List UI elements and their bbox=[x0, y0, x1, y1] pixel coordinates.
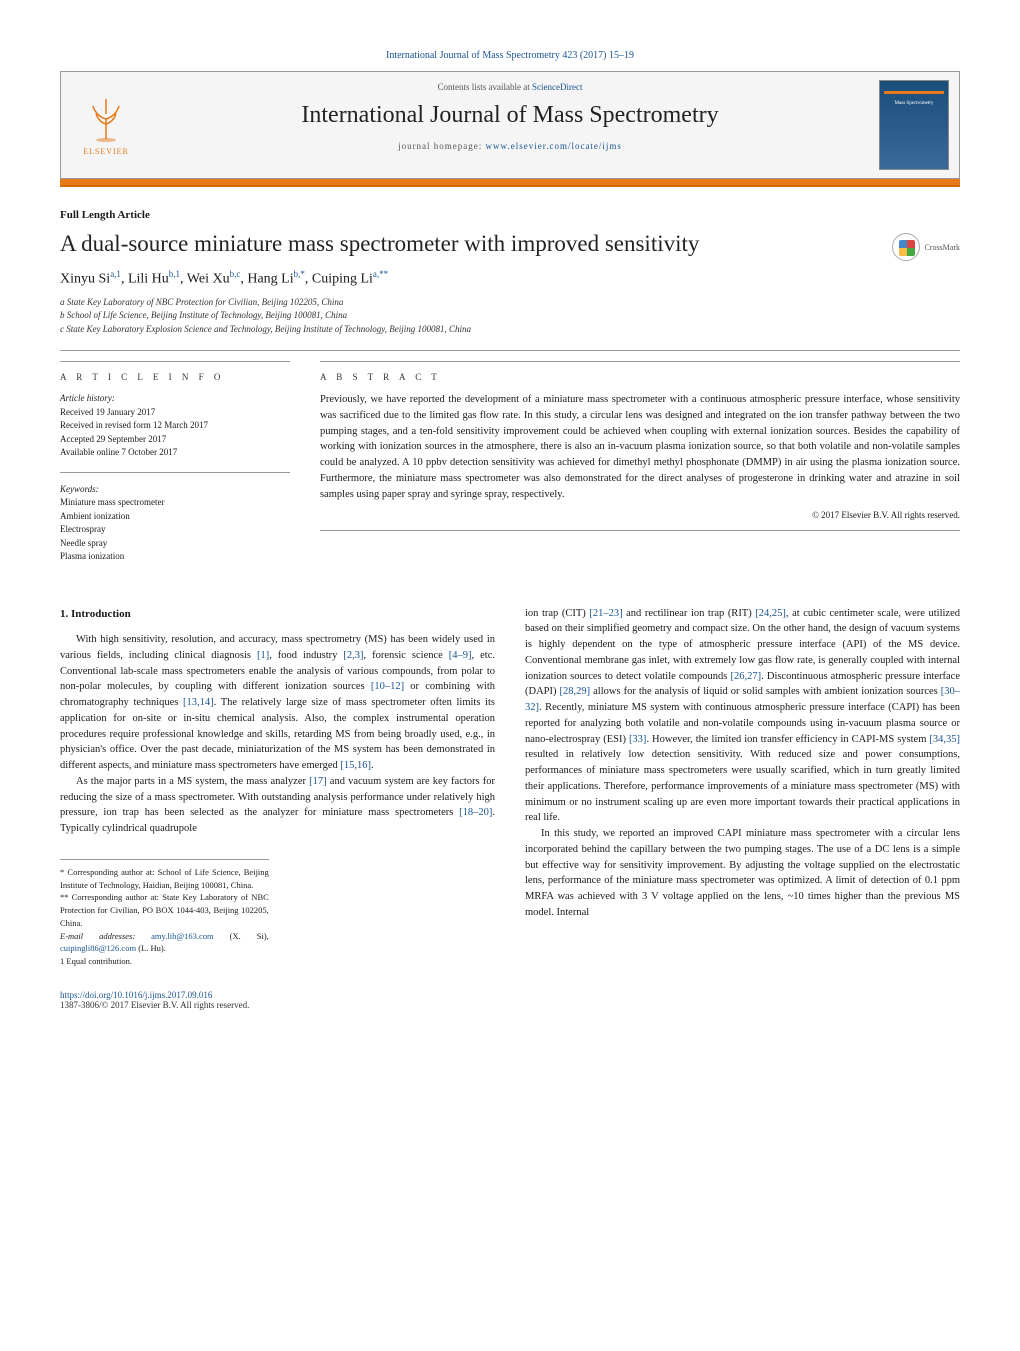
journal-header: ELSEVIER Contents lists available at Sci… bbox=[60, 71, 960, 179]
journal-reference: International Journal of Mass Spectromet… bbox=[60, 50, 960, 61]
abstract-heading: a b s t r a c t bbox=[320, 372, 960, 382]
divider bbox=[60, 472, 290, 473]
author-sup: b,c bbox=[230, 269, 241, 279]
contents-prefix: Contents lists available at bbox=[438, 82, 532, 92]
ref-link[interactable]: [21–23] bbox=[589, 608, 622, 619]
ref-link[interactable]: [34,35] bbox=[929, 734, 960, 745]
history-item: Received in revised form 12 March 2017 bbox=[60, 419, 290, 433]
ref-link[interactable]: [28,29] bbox=[560, 686, 591, 697]
journal-title: International Journal of Mass Spectromet… bbox=[159, 102, 861, 129]
author-name: Xinyu Si bbox=[60, 272, 110, 287]
body-left-column: 1. Introduction With high sensitivity, r… bbox=[60, 606, 495, 968]
ref-link[interactable]: [30–32] bbox=[525, 686, 960, 713]
elsevier-tree-icon bbox=[81, 94, 131, 144]
affiliation-c: c State Key Laboratory Explosion Science… bbox=[60, 323, 960, 337]
corr-author-2: ** Corresponding author at: State Key La… bbox=[60, 891, 269, 929]
ref-link[interactable]: [2,3] bbox=[343, 650, 363, 661]
ref-link[interactable]: [4–9] bbox=[449, 650, 472, 661]
author-name: Hang Li bbox=[247, 272, 293, 287]
footnotes: * Corresponding author at: School of Lif… bbox=[60, 859, 269, 968]
author-sup: b,1 bbox=[169, 269, 180, 279]
keyword: Plasma ionization bbox=[60, 550, 290, 564]
author-name: Cuiping Li bbox=[312, 272, 373, 287]
elsevier-logo: ELSEVIER bbox=[71, 85, 141, 165]
homepage-link[interactable]: www.elsevier.com/locate/ijms bbox=[486, 141, 622, 151]
divider bbox=[60, 350, 960, 351]
history-label: Article history: bbox=[60, 392, 290, 406]
article-info-heading: a r t i c l e i n f o bbox=[60, 372, 290, 382]
intro-p2: As the major parts in a MS system, the m… bbox=[60, 774, 495, 837]
ref-link[interactable]: [13,14] bbox=[183, 697, 214, 708]
contents-lists-text: Contents lists available at ScienceDirec… bbox=[159, 82, 861, 92]
article-info-column: a r t i c l e i n f o Article history: R… bbox=[60, 361, 290, 576]
divider bbox=[320, 530, 960, 531]
email-who: (L. Hu). bbox=[136, 943, 166, 953]
author-name: Wei Xu bbox=[187, 272, 230, 287]
article-history: Article history: Received 19 January 201… bbox=[60, 392, 290, 460]
header-center: Contents lists available at ScienceDirec… bbox=[151, 72, 869, 178]
cover-caption: Mass Spectrometry bbox=[884, 101, 944, 106]
section-heading-intro: 1. Introduction bbox=[60, 606, 495, 623]
article-title: A dual-source miniature mass spectromete… bbox=[60, 231, 882, 257]
ref-link[interactable]: [15,16] bbox=[340, 760, 371, 771]
history-item: Accepted 29 September 2017 bbox=[60, 433, 290, 447]
cover-accent-bar bbox=[884, 91, 944, 94]
abstract-copyright: © 2017 Elsevier B.V. All rights reserved… bbox=[320, 510, 960, 520]
ref-link[interactable]: [24,25] bbox=[755, 608, 786, 619]
sciencedirect-link[interactable]: ScienceDirect bbox=[532, 82, 582, 92]
homepage-line: journal homepage: www.elsevier.com/locat… bbox=[159, 141, 861, 151]
history-item: Received 19 January 2017 bbox=[60, 406, 290, 420]
cover-thumbnail-cell: Mass Spectrometry bbox=[869, 72, 959, 178]
intro-p1: With high sensitivity, resolution, and a… bbox=[60, 632, 495, 774]
abstract-text: Previously, we have reported the develop… bbox=[320, 392, 960, 502]
footer-copyright: 1387-3806/© 2017 Elsevier B.V. All right… bbox=[60, 1000, 960, 1010]
header-orange-bar-lower bbox=[60, 185, 960, 187]
crossmark-label: CrossMark bbox=[924, 243, 960, 252]
abstract-column: a b s t r a c t Previously, we have repo… bbox=[320, 361, 960, 576]
keywords-block: Keywords: Miniature mass spectrometer Am… bbox=[60, 483, 290, 564]
email-line: E-mail addresses: amy.lih@163.com (X. Si… bbox=[60, 930, 269, 956]
email-link[interactable]: amy.lih@163.com bbox=[151, 931, 214, 941]
author-list: Xinyu Sia,1, Lili Hub,1, Wei Xub,c, Hang… bbox=[60, 269, 960, 288]
ref-link[interactable]: [26,27] bbox=[730, 671, 761, 682]
keyword: Miniature mass spectrometer bbox=[60, 496, 290, 510]
keyword: Electrospray bbox=[60, 523, 290, 537]
keyword: Ambient ionization bbox=[60, 510, 290, 524]
keyword: Needle spray bbox=[60, 537, 290, 551]
crossmark-icon bbox=[892, 233, 920, 261]
author-sup: b,* bbox=[294, 269, 305, 279]
author-sup: a,** bbox=[373, 269, 388, 279]
intro-p3: ion trap (CIT) [21–23] and rectilinear i… bbox=[525, 606, 960, 827]
author-sup: a,1 bbox=[110, 269, 121, 279]
ref-link[interactable]: [17] bbox=[309, 776, 327, 787]
doi-link[interactable]: https://doi.org/10.1016/j.ijms.2017.09.0… bbox=[60, 990, 212, 1000]
body-right-column: ion trap (CIT) [21–23] and rectilinear i… bbox=[525, 606, 960, 968]
publisher-name: ELSEVIER bbox=[83, 147, 129, 156]
corr-author-1: * Corresponding author at: School of Lif… bbox=[60, 866, 269, 892]
keywords-label: Keywords: bbox=[60, 483, 290, 497]
body-two-column: 1. Introduction With high sensitivity, r… bbox=[60, 606, 960, 968]
crossmark-badge[interactable]: CrossMark bbox=[892, 233, 960, 261]
publisher-logo-cell: ELSEVIER bbox=[61, 72, 151, 178]
ref-link[interactable]: [18–20] bbox=[459, 807, 492, 818]
page-footer: https://doi.org/10.1016/j.ijms.2017.09.0… bbox=[60, 990, 960, 1010]
affiliation-a: a State Key Laboratory of NBC Protection… bbox=[60, 296, 960, 310]
email-label: E-mail addresses: bbox=[60, 931, 151, 941]
email-who: (X. Si), bbox=[214, 931, 269, 941]
equal-contribution: 1 Equal contribution. bbox=[60, 955, 269, 968]
affiliation-b: b School of Life Science, Beijing Instit… bbox=[60, 309, 960, 323]
ref-link[interactable]: [33] bbox=[629, 734, 647, 745]
intro-p4: In this study, we reported an improved C… bbox=[525, 826, 960, 921]
author-name: Lili Hu bbox=[128, 272, 169, 287]
article-type: Full Length Article bbox=[60, 209, 960, 221]
ref-link[interactable]: [10–12] bbox=[371, 681, 404, 692]
email-link[interactable]: cuipingli86@126.com bbox=[60, 943, 136, 953]
journal-cover-thumbnail: Mass Spectrometry bbox=[879, 80, 949, 170]
ref-link[interactable]: [1] bbox=[257, 650, 269, 661]
homepage-prefix: journal homepage: bbox=[398, 141, 485, 151]
affiliations: a State Key Laboratory of NBC Protection… bbox=[60, 296, 960, 337]
history-item: Available online 7 October 2017 bbox=[60, 446, 290, 460]
